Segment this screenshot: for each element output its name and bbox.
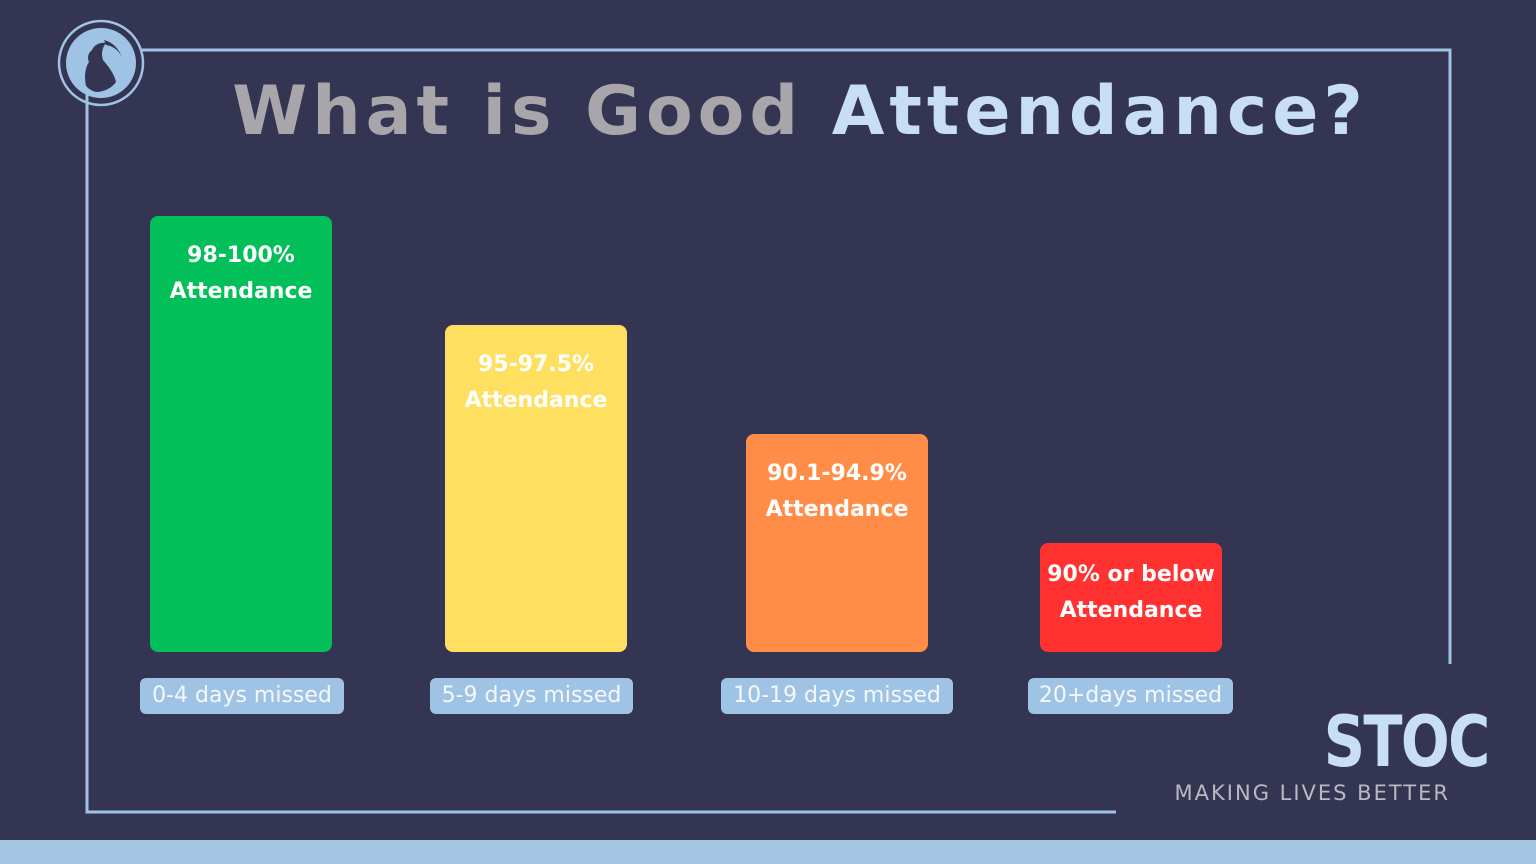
bar-label-line-1: 90% or below <box>1047 562 1215 587</box>
bar-label-line-2: Attendance <box>1059 598 1203 623</box>
bar-2: 95-97.5% Attendance <box>445 325 627 652</box>
bar-label-line-2: Attendance <box>169 279 313 304</box>
category-label: 10-19 days missed <box>721 678 953 714</box>
logo <box>56 18 146 108</box>
brand-tagline: MAKING LIVES BETTER <box>1174 781 1450 805</box>
bar-3: 90.1-94.9% Attendance <box>746 434 928 652</box>
bar-label-line-2: Attendance <box>464 388 608 413</box>
bar-label-line-1: 98-100% <box>187 243 295 268</box>
category-label: 20+days missed <box>1028 678 1233 714</box>
bar-label-line-1: 90.1-94.9% <box>767 461 907 486</box>
bar-4: 90% or below Attendance <box>1040 543 1222 652</box>
title-part-1: What is Good <box>232 72 804 151</box>
title-part-2: Attendance? <box>831 72 1368 151</box>
bar-label-line-2: Attendance <box>765 497 909 522</box>
brand-logo-text: STOC <box>1323 701 1490 783</box>
category-label: 5-9 days missed <box>430 678 633 714</box>
bar-1: 98-100% Attendance <box>150 216 332 652</box>
chart-title: What is Good Attendance? <box>0 70 1536 154</box>
profile-silhouette-icon <box>57 19 145 107</box>
category-label: 0-4 days missed <box>140 678 344 714</box>
bottom-band <box>0 840 1536 864</box>
bar-label-line-1: 95-97.5% <box>477 352 595 377</box>
